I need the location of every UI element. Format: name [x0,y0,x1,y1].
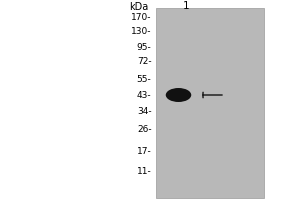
Text: 55-: 55- [137,74,152,84]
Text: 170-: 170- [131,14,152,22]
Text: 72-: 72- [137,58,152,66]
Text: kDa: kDa [129,2,148,12]
Text: 34-: 34- [137,107,152,116]
Text: 17-: 17- [137,146,152,156]
Text: 26-: 26- [137,124,152,134]
Text: 11-: 11- [137,166,152,176]
Text: 130-: 130- [131,26,152,36]
Text: 1: 1 [183,1,189,11]
Text: 43-: 43- [137,90,152,99]
Bar [156,8,264,198]
Text: 95-: 95- [137,43,152,51]
Ellipse shape [166,88,191,102]
